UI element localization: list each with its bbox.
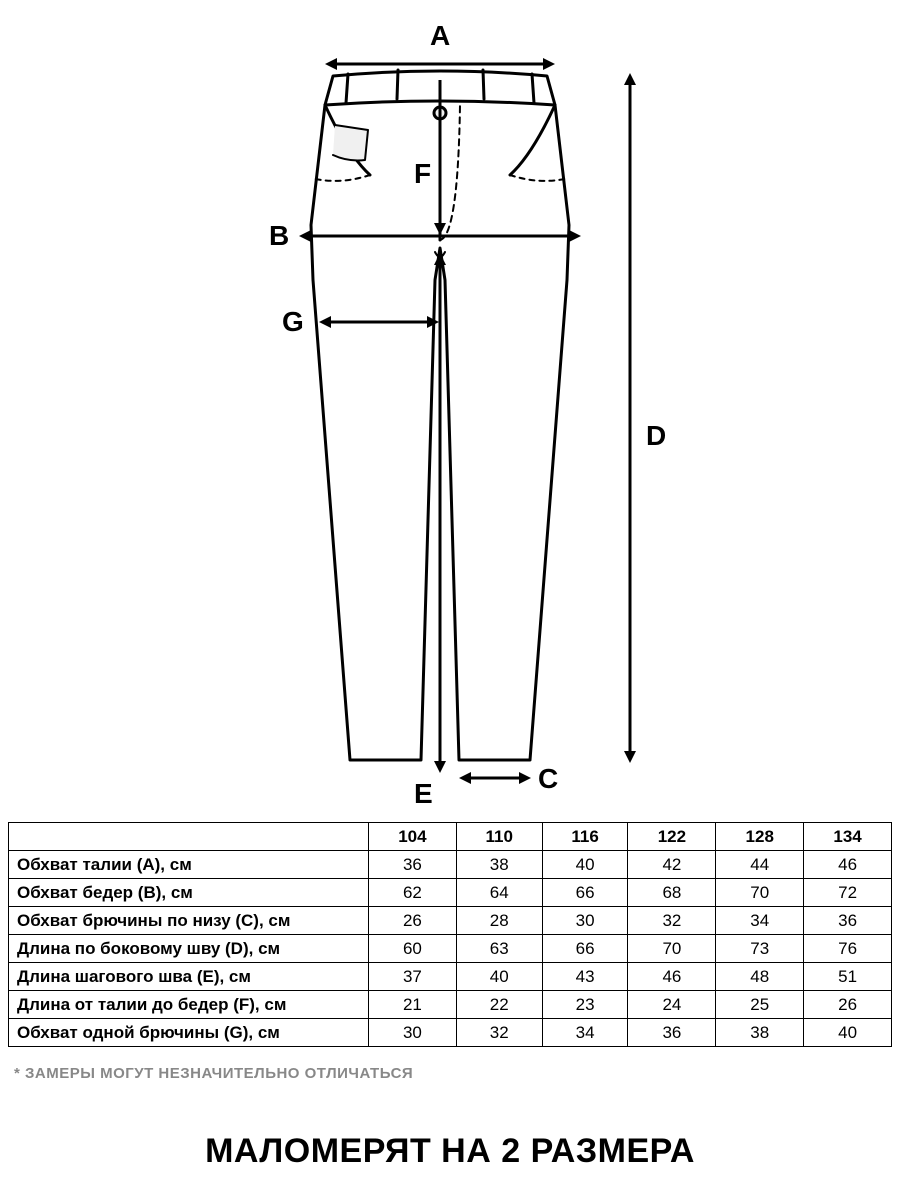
cell: 38: [716, 1019, 804, 1047]
row-label: Обхват брючины по низу (C), см: [9, 907, 369, 935]
cell: 40: [456, 963, 542, 991]
table-row: Длина шагового шва (E), см374043464851: [9, 963, 892, 991]
label-e: E: [414, 778, 433, 810]
cell: 32: [628, 907, 716, 935]
table-row: Длина от талии до бедер (F), см212223242…: [9, 991, 892, 1019]
cell: 46: [804, 851, 892, 879]
cell: 30: [542, 907, 628, 935]
label-c: C: [538, 763, 558, 795]
cell: 60: [369, 935, 457, 963]
cell: 21: [369, 991, 457, 1019]
label-a: A: [430, 20, 450, 52]
cell: 73: [716, 935, 804, 963]
cell: 66: [542, 935, 628, 963]
cell: 66: [542, 879, 628, 907]
cell: 42: [628, 851, 716, 879]
cell: 70: [716, 879, 804, 907]
col-122: 122: [628, 823, 716, 851]
label-d: D: [646, 420, 666, 452]
table-row: Обхват бедер (B), см626466687072: [9, 879, 892, 907]
pants-diagram: A B F G D E C: [0, 0, 900, 822]
cell: 37: [369, 963, 457, 991]
row-label: Длина от талии до бедер (F), см: [9, 991, 369, 1019]
label-f: F: [414, 158, 431, 190]
cell: 62: [369, 879, 457, 907]
row-label: Длина шагового шва (E), см: [9, 963, 369, 991]
row-label: Обхват одной брючины (G), см: [9, 1019, 369, 1047]
cell: 36: [628, 1019, 716, 1047]
cell: 43: [542, 963, 628, 991]
label-b: B: [269, 220, 289, 252]
cell: 22: [456, 991, 542, 1019]
cell: 26: [804, 991, 892, 1019]
col-104: 104: [369, 823, 457, 851]
cell: 44: [716, 851, 804, 879]
cell: 48: [716, 963, 804, 991]
row-label: Обхват талии (A), см: [9, 851, 369, 879]
table-row: Обхват талии (A), см363840424446: [9, 851, 892, 879]
cell: 64: [456, 879, 542, 907]
table-row: Обхват брючины по низу (C), см2628303234…: [9, 907, 892, 935]
row-label: Длина по боковому шву (D), см: [9, 935, 369, 963]
cell: 72: [804, 879, 892, 907]
row-label: Обхват бедер (B), см: [9, 879, 369, 907]
col-110: 110: [456, 823, 542, 851]
table-row: Обхват одной брючины (G), см303234363840: [9, 1019, 892, 1047]
col-134: 134: [804, 823, 892, 851]
cell: 36: [804, 907, 892, 935]
cell: 51: [804, 963, 892, 991]
cell: 25: [716, 991, 804, 1019]
table-corner: [9, 823, 369, 851]
cell: 28: [456, 907, 542, 935]
cell: 76: [804, 935, 892, 963]
label-g: G: [282, 306, 304, 338]
cell: 23: [542, 991, 628, 1019]
headline: МАЛОМЕРЯТ НА 2 РАЗМЕРА: [0, 1132, 900, 1171]
table-row: Длина по боковому шву (D), см60636670737…: [9, 935, 892, 963]
table-header-row: 104 110 116 122 128 134: [9, 823, 892, 851]
cell: 40: [542, 851, 628, 879]
cell: 38: [456, 851, 542, 879]
cell: 46: [628, 963, 716, 991]
cell: 32: [456, 1019, 542, 1047]
cell: 26: [369, 907, 457, 935]
cell: 63: [456, 935, 542, 963]
footnote: * ЗАМЕРЫ МОГУТ НЕЗНАЧИТЕЛЬНО ОТЛИЧАТЬСЯ: [14, 1065, 900, 1082]
col-116: 116: [542, 823, 628, 851]
size-table: 104 110 116 122 128 134 Обхват талии (A)…: [8, 822, 892, 1047]
cell: 70: [628, 935, 716, 963]
cell: 30: [369, 1019, 457, 1047]
cell: 40: [804, 1019, 892, 1047]
cell: 68: [628, 879, 716, 907]
col-128: 128: [716, 823, 804, 851]
cell: 36: [369, 851, 457, 879]
cell: 24: [628, 991, 716, 1019]
cell: 34: [542, 1019, 628, 1047]
cell: 34: [716, 907, 804, 935]
